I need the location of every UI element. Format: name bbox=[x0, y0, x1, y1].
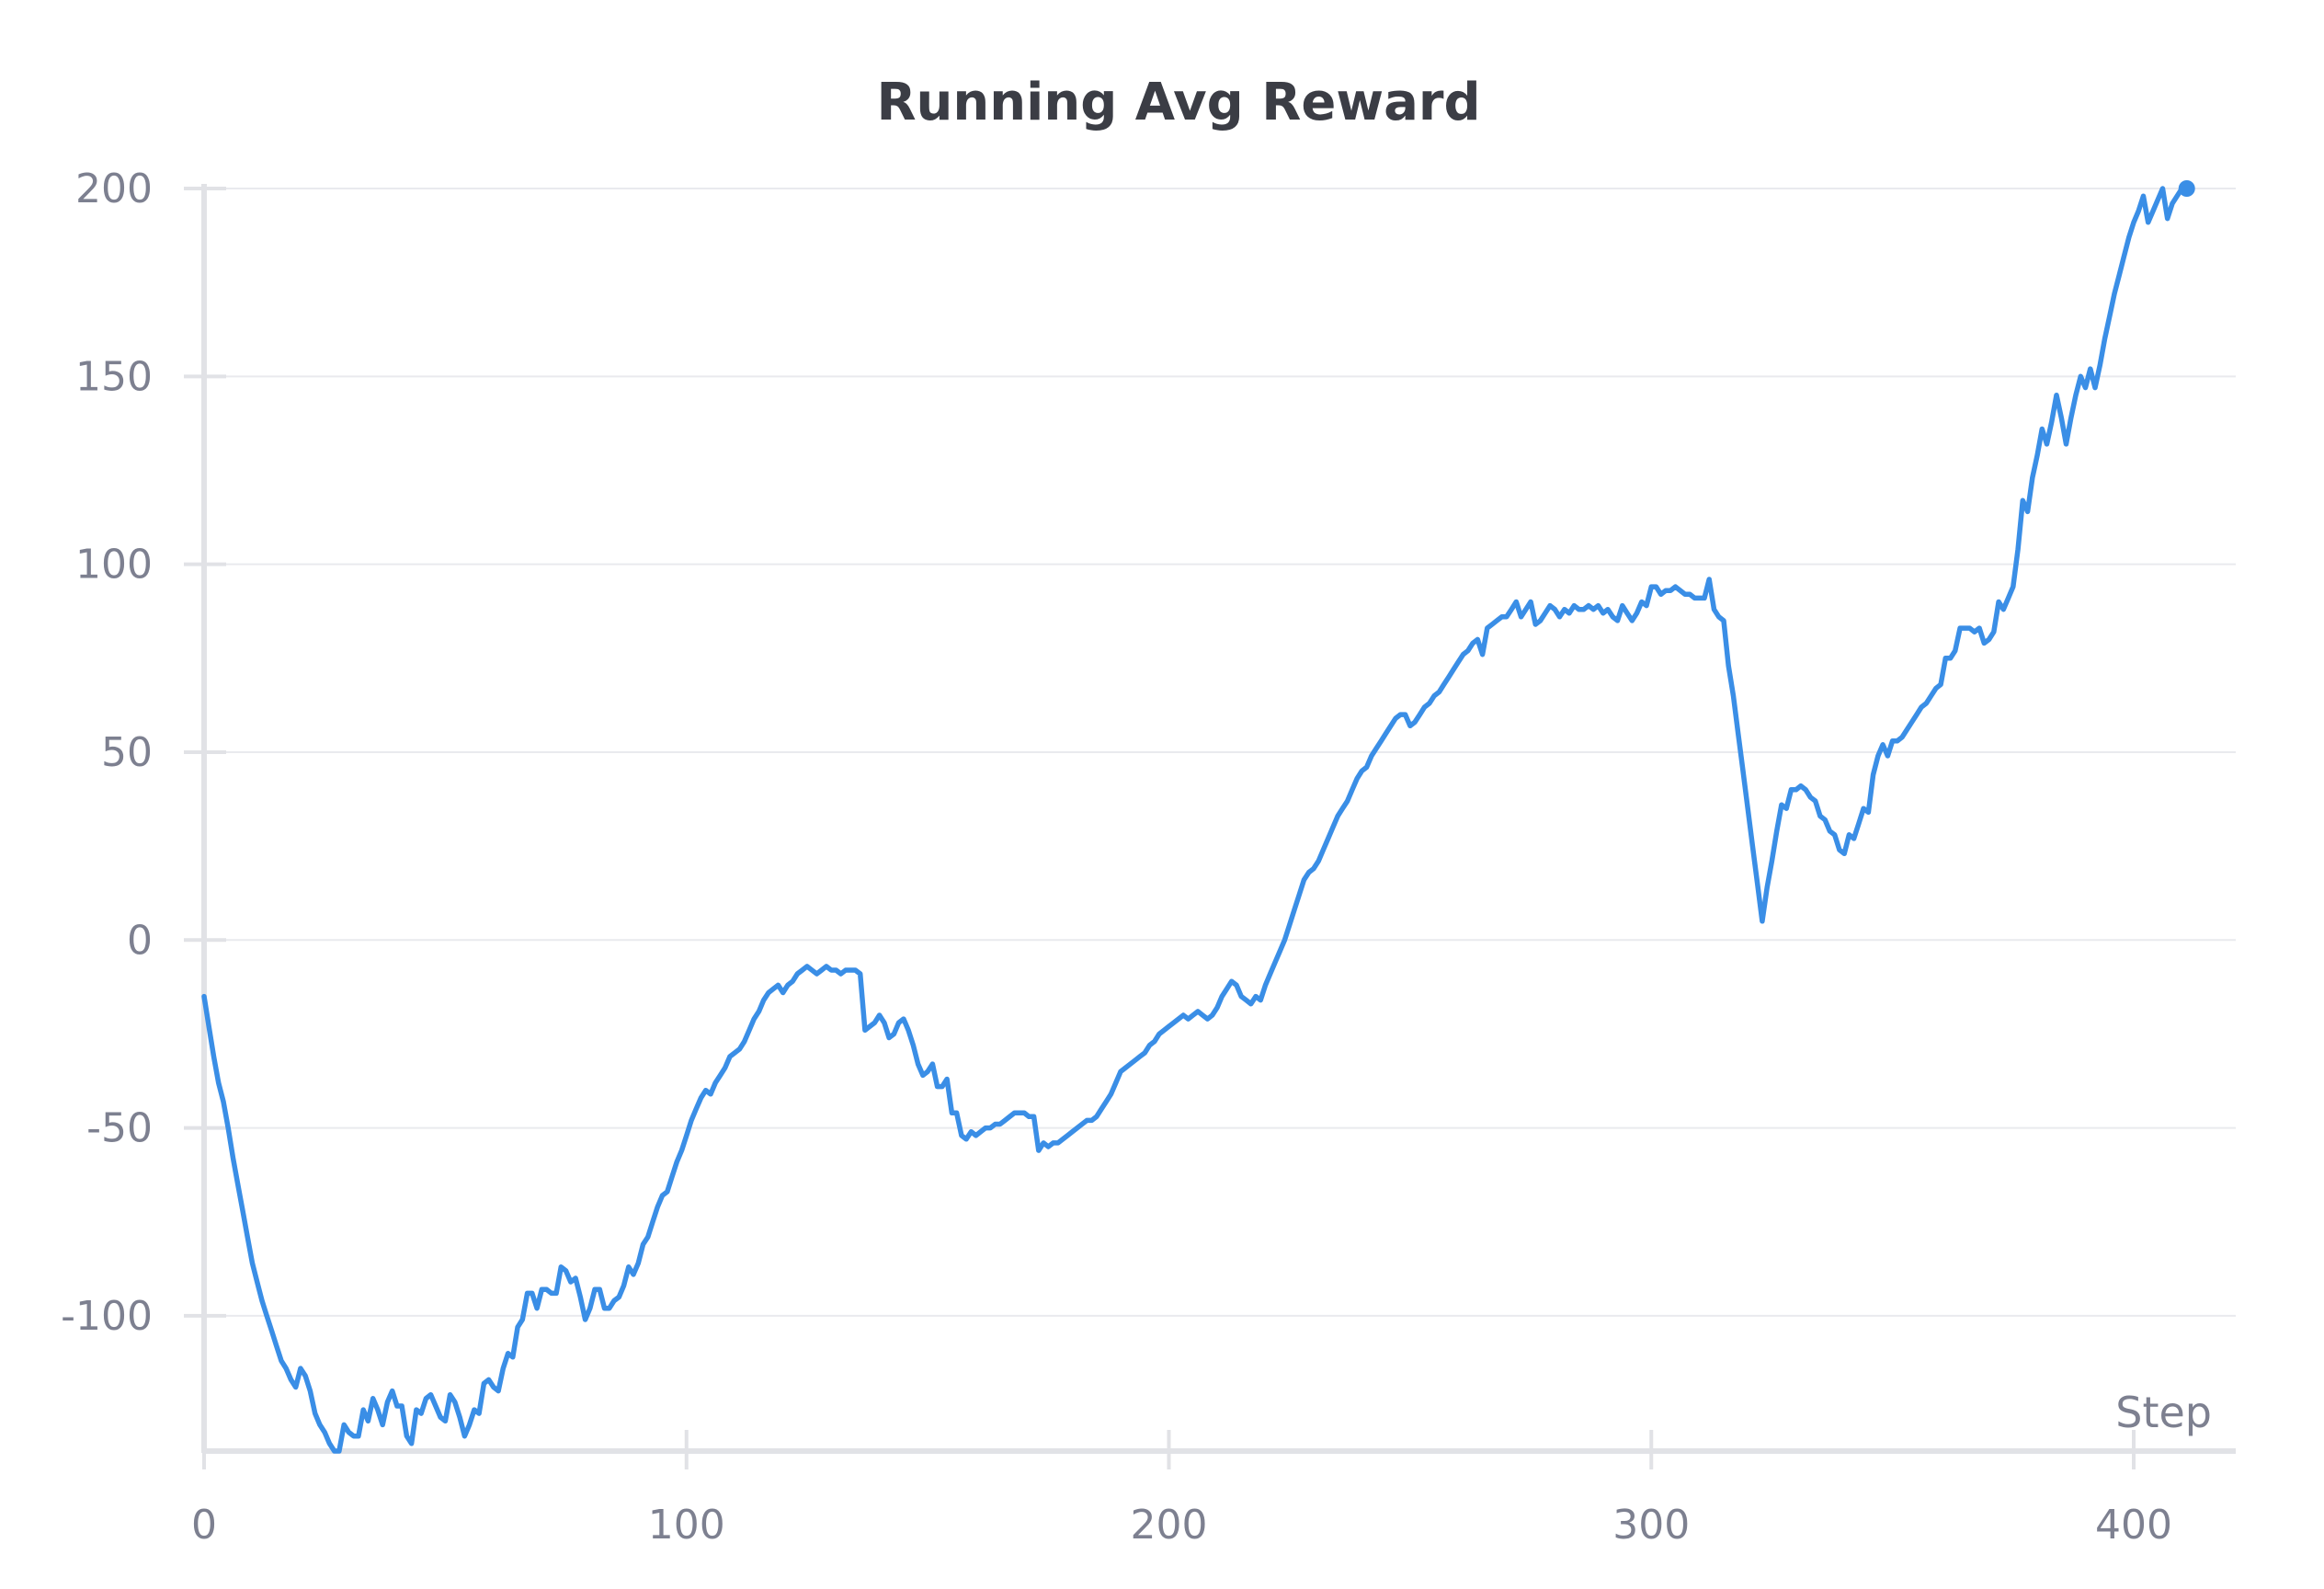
x-tick-label: 0 bbox=[191, 1502, 217, 1549]
y-tick-label: 50 bbox=[101, 729, 153, 776]
x-tick-label: 200 bbox=[1131, 1502, 1208, 1549]
chart-title: Running Avg Reward bbox=[876, 73, 1480, 132]
y-tick-label: -50 bbox=[86, 1105, 153, 1152]
x-tick-label: 100 bbox=[648, 1502, 725, 1549]
y-tick-label: 100 bbox=[75, 542, 153, 589]
y-tick-label: -100 bbox=[61, 1293, 153, 1340]
x-tick-label: 400 bbox=[2095, 1502, 2172, 1549]
gridlines bbox=[204, 188, 2236, 1317]
y-tick-label: 0 bbox=[127, 917, 153, 964]
y-tick-label: 150 bbox=[75, 353, 153, 400]
y-tick-label: 200 bbox=[75, 166, 153, 212]
y-axis-ticks: 200 150 100 50 0 -50 -100 bbox=[61, 166, 226, 1340]
x-axis-label: Step bbox=[2115, 1388, 2212, 1437]
x-tick-label: 300 bbox=[1612, 1502, 1690, 1549]
x-axis-ticks: 0 100 200 300 400 bbox=[191, 1430, 2172, 1549]
series-end-point[interactable] bbox=[2178, 180, 2195, 197]
series-line[interactable] bbox=[201, 186, 2190, 1454]
